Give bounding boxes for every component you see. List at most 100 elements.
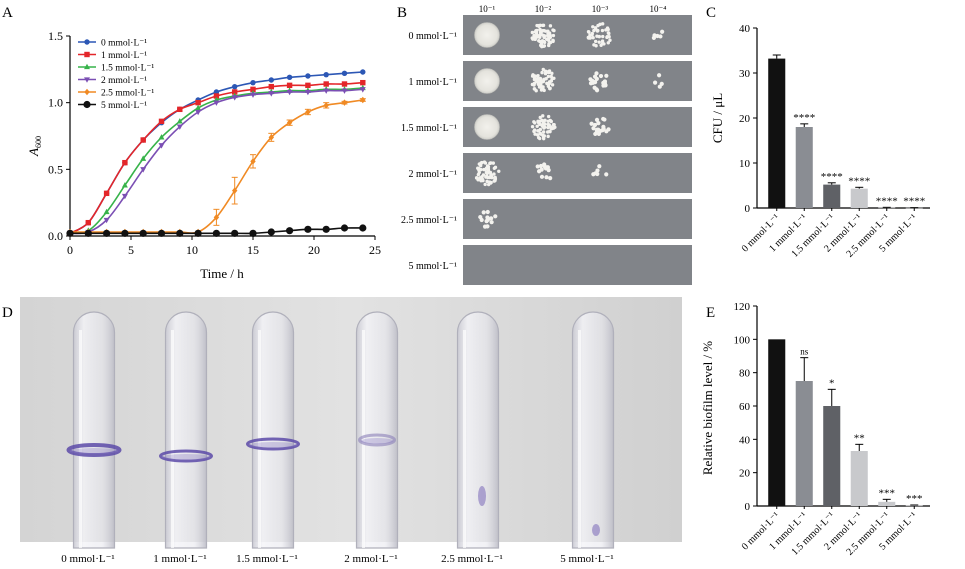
b-dilution-label: 10⁻³	[592, 4, 609, 14]
b-colony	[533, 34, 538, 38]
b-colony	[477, 170, 481, 175]
b-colony	[540, 44, 544, 49]
e-significance-label: ***	[879, 487, 896, 499]
b-colony	[540, 70, 544, 75]
a-data-point	[194, 229, 202, 237]
a-data-point	[232, 187, 238, 194]
b-colony	[491, 161, 495, 165]
a-series-5-mmol-l	[66, 224, 367, 237]
b-plate-row-2p5-mmol-l: 2.5 mmol·L⁻¹	[401, 199, 692, 239]
b-colony	[602, 117, 607, 122]
a-legend-marker	[84, 51, 90, 58]
a-data-point	[195, 109, 202, 116]
b-colony	[550, 126, 554, 131]
a-y-tick-label: 1.5	[48, 29, 63, 43]
a-data-point	[213, 100, 220, 106]
b-colony	[604, 129, 609, 134]
a-data-point	[103, 217, 110, 224]
b-plate-row-5-mmol-l: 5 mmol·L⁻¹	[408, 245, 692, 285]
b-colony	[600, 22, 605, 26]
b-colony	[488, 170, 493, 175]
a-data-point	[121, 182, 128, 188]
b-colony	[544, 175, 549, 180]
b-colony	[538, 27, 542, 32]
b-colony	[603, 83, 608, 88]
b-colony	[532, 77, 537, 82]
e-significance-label: ***	[906, 493, 923, 505]
b-colony	[481, 173, 486, 177]
a-data-point	[140, 137, 146, 143]
a-data-point	[341, 99, 348, 106]
b-colony	[546, 82, 551, 87]
b-colony	[546, 74, 551, 79]
a-x-tick-label: 15	[247, 243, 259, 257]
panel-label-a: A	[2, 5, 13, 21]
b-colony	[547, 123, 551, 127]
panel-label-d: D	[2, 305, 13, 321]
d-biofilm-ring-fill	[360, 438, 394, 444]
e-bar-0-mmol-l	[768, 339, 786, 506]
a-data-point	[359, 224, 367, 232]
b-colony	[541, 23, 545, 28]
b-colony	[660, 29, 665, 34]
b-colony	[604, 73, 609, 78]
b-colony	[541, 85, 545, 89]
b-colony	[489, 220, 494, 225]
b-colony	[541, 119, 546, 124]
a-data-point	[250, 158, 256, 165]
b-colony	[534, 80, 539, 84]
b-row-label: 1 mmol·L⁻¹	[408, 77, 457, 88]
b-colony	[530, 74, 535, 78]
b-agar-shade	[463, 107, 692, 147]
c-y-axis-label: CFU / μL	[710, 93, 725, 143]
b-colony	[485, 164, 490, 168]
a-data-point	[341, 88, 348, 94]
b-colony	[536, 129, 541, 133]
b-colony	[601, 126, 606, 131]
b-colony	[651, 35, 657, 40]
a-data-point	[360, 96, 366, 104]
b-colony	[538, 122, 542, 127]
b-colony	[530, 124, 535, 129]
d-tube-0-mmol-l	[66, 311, 122, 549]
d-tube-body	[251, 311, 295, 549]
panel-a-growth-curve: 0 5 10 15 20 25 0.0 0.5 1.0 1.5 0 mmol·L⁻¹ 1 mmol·…	[26, 29, 381, 281]
b-colony	[591, 25, 595, 29]
a-data-point	[176, 118, 183, 124]
c-significance-label: ****	[876, 195, 898, 207]
d-tube-body	[456, 311, 500, 549]
a-series-1-mmol-l	[67, 79, 366, 237]
b-plate-row-2-mmol-l: 2 mmol·L⁻¹	[408, 153, 692, 193]
b-colony	[541, 133, 545, 137]
b-colony	[546, 29, 550, 33]
a-data-point	[286, 82, 293, 89]
a-data-point	[195, 99, 201, 106]
a-data-point	[360, 79, 366, 86]
a-data-point	[213, 214, 220, 221]
b-colony	[541, 79, 546, 84]
b-colony	[592, 122, 598, 128]
b-dilution-label: 10⁻⁴	[650, 4, 667, 14]
b-colony	[486, 168, 491, 172]
a-x-tick-label: 10	[186, 243, 198, 257]
b-colony	[608, 38, 612, 42]
b-colony-spot	[474, 114, 500, 140]
b-agar-strip	[463, 153, 692, 193]
a-legend-marker	[83, 100, 91, 109]
a-data-point	[103, 229, 111, 237]
b-row-label: 5 mmol·L⁻¹	[408, 261, 457, 272]
b-colony	[538, 115, 542, 120]
b-colony	[551, 33, 556, 38]
e-bar-1p5-mmol-l	[823, 406, 841, 506]
a-legend-marker	[84, 88, 90, 96]
a-legend-marker	[84, 63, 90, 70]
a-x-axis-label: Time / h	[200, 266, 244, 281]
c-significance-label: ****	[821, 171, 843, 183]
b-colony	[535, 164, 540, 169]
b-plate-row-1-mmol-l: 1 mmol·L⁻¹	[408, 61, 692, 101]
b-colony	[598, 22, 602, 27]
b-colony	[489, 216, 494, 221]
a-data-point	[121, 193, 128, 200]
